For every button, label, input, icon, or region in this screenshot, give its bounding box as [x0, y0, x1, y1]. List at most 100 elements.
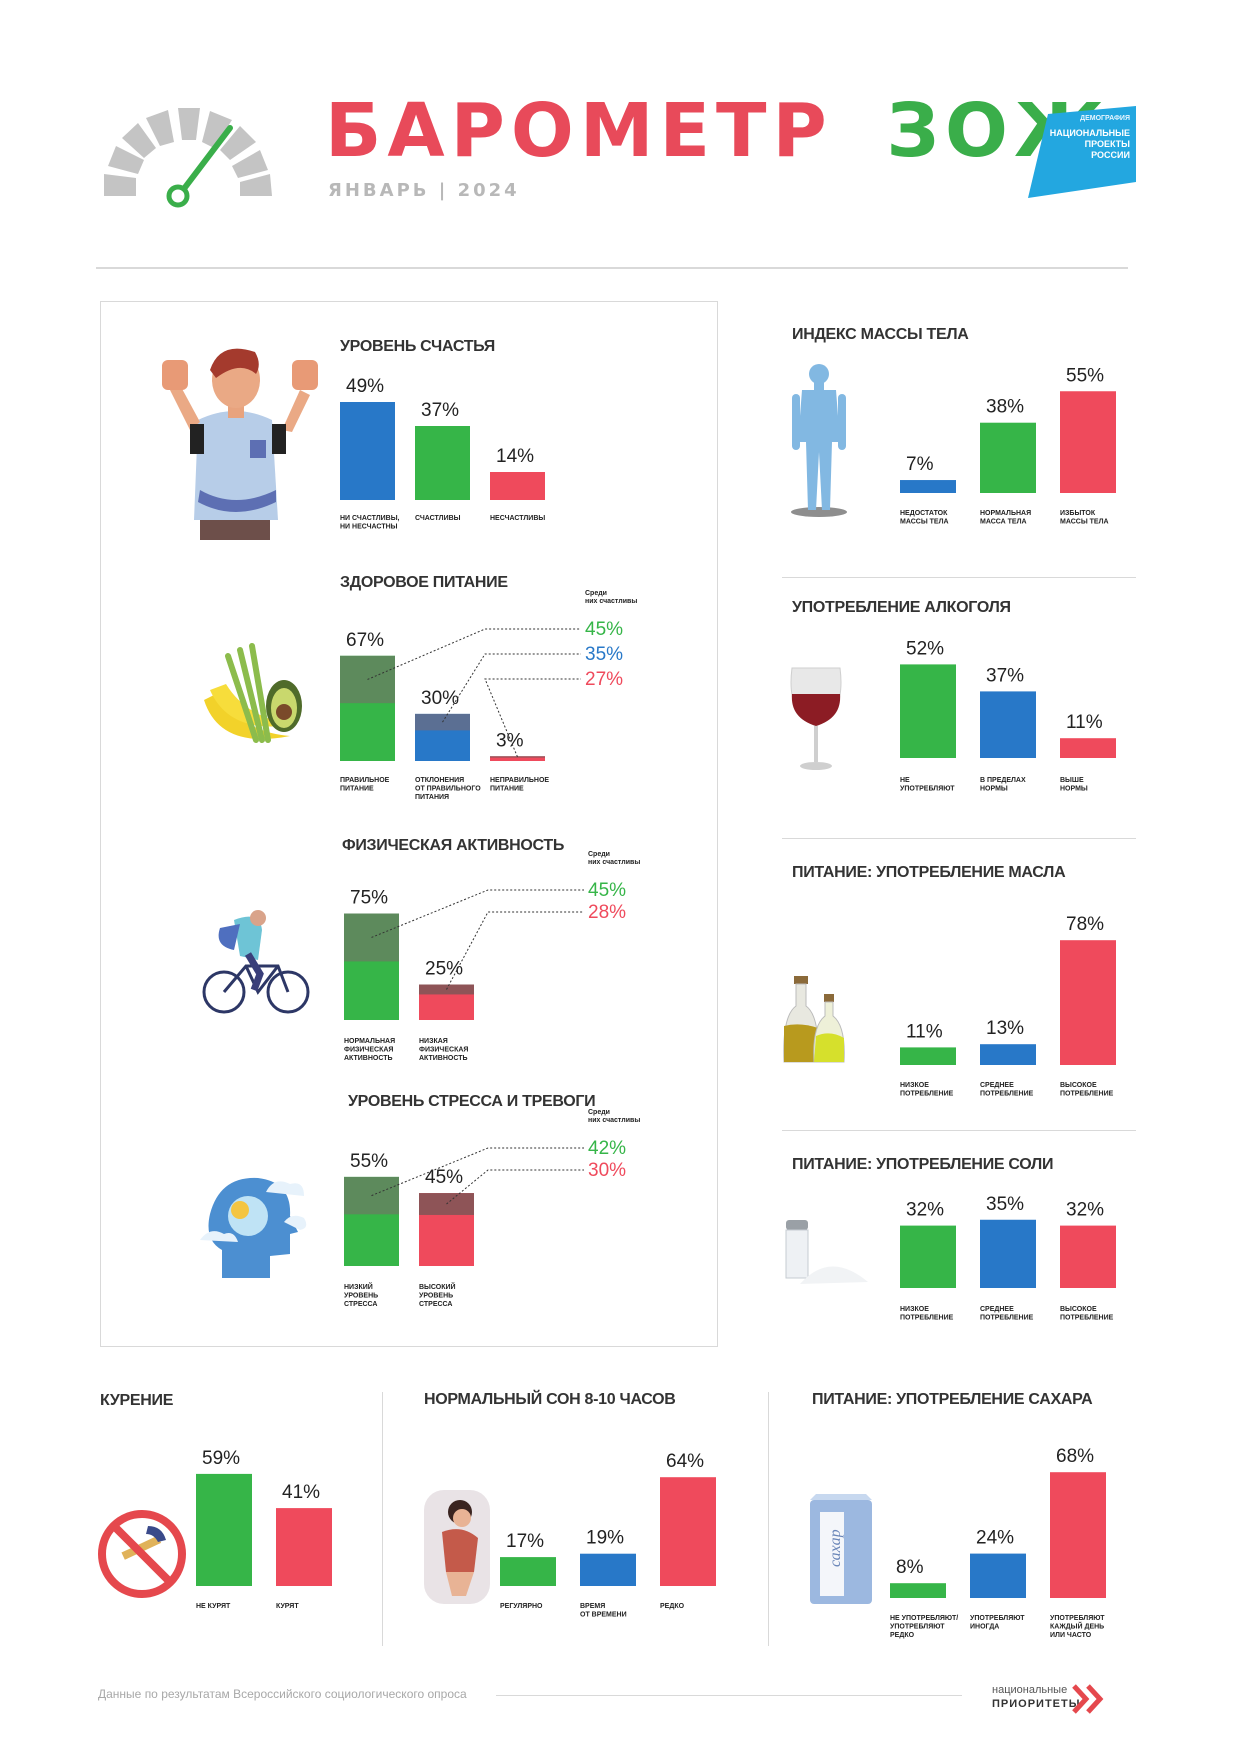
section-title-salt: ПИТАНИЕ: УПОТРЕБЛЕНИЕ СОЛИ [792, 1156, 1054, 1173]
value-label-activity-1: 75% [350, 888, 388, 909]
category-label-alcohol-2-2: НОРМЫ [980, 786, 1008, 793]
salt-chart: 32% НИЗКОЕ ПОТРЕБЛЕНИЕ 35% СРЕДНЕЕ ПОТРЕБЛЕНИ… [900, 1194, 1116, 1322]
bar-bmi-1 [900, 480, 956, 493]
category-label-sleep-1-1: РЕГУЛЯРНО [500, 1603, 543, 1610]
value-label-sleep-2: 19% [586, 1528, 624, 1549]
footer-divider [496, 1695, 962, 1696]
value-label-sugar-1: 8% [896, 1557, 924, 1578]
happy-share-label-activity-2: 28% [588, 902, 626, 923]
oil-bottles-icon [780, 976, 850, 1066]
category-label-bmi-1-2: МАССЫ ТЕЛА [900, 519, 949, 526]
category-label-happiness-2-1: СЧАСТЛИВЫ [415, 515, 461, 522]
category-label-sugar-3-2: КАЖДЫЙ ДЕНЬ [1050, 1622, 1104, 1631]
bar-alcohol-3 [1060, 738, 1116, 758]
category-label-salt-2-2: ПОТРЕБЛЕНИЕ [980, 1315, 1034, 1322]
bar-happiness-3 [490, 472, 545, 500]
category-label-alcohol-3-2: НОРМЫ [1060, 786, 1088, 793]
bar-nutrition-3 [490, 756, 545, 761]
category-label-activity-2-3: АКТИВНОСТЬ [419, 1055, 468, 1062]
bar-happiness-1 [340, 402, 395, 500]
category-label-salt-1-2: ПОТРЕБЛЕНИЕ [900, 1315, 954, 1322]
category-label-alcohol-1-2: УПОТРЕБЛЯЮТ [900, 786, 955, 793]
bar-salt-1 [900, 1225, 956, 1288]
bar-happy-segment-nutrition-2 [415, 713, 470, 731]
category-label-sugar-3-3: ИЛИ ЧАСТО [1050, 1632, 1092, 1639]
callout-title-stress-2: них счастливы [588, 1117, 640, 1124]
value-label-stress-1: 55% [350, 1151, 388, 1172]
bar-alcohol-2 [980, 691, 1036, 758]
logo-line-projects: ПРОЕКТЫ [1084, 139, 1130, 149]
human-body-icon [786, 362, 852, 518]
callout-leader-activity-2 [446, 911, 584, 990]
category-label-stress-1-2: УРОВЕНЬ [344, 1293, 378, 1300]
value-label-bmi-3: 55% [1066, 365, 1104, 386]
category-label-smoking-1-1: НЕ КУРЯТ [196, 1603, 231, 1610]
category-label-bmi-2-2: МАССА ТЕЛА [980, 519, 1027, 526]
title-part-barometer: БАРОМЕТР [325, 88, 833, 174]
bar-sleep-3 [660, 1477, 716, 1586]
bar-salt-3 [1060, 1225, 1116, 1288]
happiness-panel [100, 301, 718, 1347]
section-title-happiness: УРОВЕНЬ СЧАСТЬЯ [340, 338, 495, 355]
callout-title-activity-1: Среди [588, 851, 610, 858]
sleep-chart: 17% РЕГУЛЯРНО 19% ВРЕМЯ ОТ ВРЕМЕНИ 64% РЕДКО [500, 1451, 716, 1619]
alcohol-chart: 52% НЕ УПОТРЕБЛЯЮТ 37% В ПРЕДЕЛАХ НОРМЫ 11% ВЫШ… [900, 638, 1116, 793]
happy-share-label-stress-2: 30% [588, 1160, 626, 1181]
man-thumbs-up-icon [160, 340, 330, 540]
category-label-oil-3-2: ПОТРЕБЛЕНИЕ [1060, 1091, 1114, 1098]
category-label-oil-1-2: ПОТРЕБЛЕНИЕ [900, 1091, 954, 1098]
priorities-arrows-icon [1072, 1684, 1104, 1714]
category-label-oil-2-2: ПОТРЕБЛЕНИЕ [980, 1091, 1034, 1098]
wine-glass-icon [788, 664, 844, 772]
callout-title-activity-2: них счастливы [588, 859, 640, 866]
no-smoking-icon [96, 1508, 188, 1600]
bar-sleep-2 [580, 1553, 636, 1586]
value-label-activity-2: 25% [425, 959, 463, 980]
category-label-nutrition-1-2: ПИТАНИЕ [340, 786, 374, 793]
bmi-chart: 7% НЕДОСТАТОК МАССЫ ТЕЛА 38% НОРМАЛЬНАЯ МАССА… [900, 365, 1116, 526]
bar-oil-2 [980, 1044, 1036, 1065]
sugar-pack-icon: сахар [806, 1494, 876, 1608]
category-label-salt-2-1: СРЕДНЕЕ [980, 1306, 1014, 1313]
category-label-activity-2-2: ФИЗИЧЕСКАЯ [419, 1047, 468, 1054]
category-label-happiness-1-2: НИ НЕСЧАСТНЫ [340, 524, 398, 531]
callout-title-nutrition-1: Среди [585, 590, 607, 597]
category-label-nutrition-2-1: ОТКЛОНЕНИЯ [415, 777, 464, 784]
happy-share-label-nutrition-1: 45% [585, 619, 623, 640]
value-label-sugar-3: 68% [1056, 1446, 1094, 1467]
value-label-oil-2: 13% [986, 1018, 1024, 1039]
bar-happy-segment-stress-1 [344, 1176, 399, 1215]
bar-bmi-3 [1060, 391, 1116, 493]
bar-sugar-1 [890, 1583, 946, 1598]
happy-share-label-activity-1: 45% [588, 880, 626, 901]
divider-smoking-sleep [382, 1392, 383, 1646]
category-label-activity-2-1: НИЗКАЯ [419, 1038, 448, 1045]
logo-line-russia: РОССИИ [1091, 150, 1130, 160]
category-label-sugar-3-1: УПОТРЕБЛЯЮТ [1050, 1615, 1105, 1622]
bar-sugar-3 [1050, 1472, 1106, 1598]
speedometer-icon [98, 108, 278, 213]
value-label-stress-2: 45% [425, 1167, 463, 1188]
value-label-smoking-2: 41% [282, 1482, 320, 1503]
bar-smoking-2 [276, 1508, 332, 1586]
footer-source: Данные по результатам Всероссийского соц… [98, 1687, 467, 1701]
category-label-activity-1-1: НОРМАЛЬНАЯ [344, 1038, 395, 1045]
value-label-nutrition-3: 3% [496, 730, 524, 751]
category-label-bmi-3-1: ИЗБЫТОК [1060, 510, 1096, 517]
category-label-bmi-3-2: МАССЫ ТЕЛА [1060, 519, 1109, 526]
category-label-sugar-1-3: РЕДКО [890, 1632, 915, 1639]
logo-line-national: НАЦИОНАЛЬНЫЕ [1049, 128, 1130, 138]
category-label-oil-2-1: СРЕДНЕЕ [980, 1082, 1014, 1089]
category-label-alcohol-3-1: ВЫШЕ [1060, 777, 1084, 784]
bar-oil-1 [900, 1047, 956, 1065]
category-label-nutrition-3-2: ПИТАНИЕ [490, 786, 524, 793]
bar-happiness-2 [415, 426, 470, 500]
callout-title-stress-1: Среди [588, 1109, 610, 1116]
sugar-pack-label: сахар [827, 1529, 844, 1567]
category-label-stress-1-1: НИЗКИЙ [344, 1282, 373, 1291]
divider-alcohol-oil [782, 838, 1136, 839]
smoking-chart: 59% НЕ КУРЯТ 41% КУРЯТ [196, 1448, 332, 1610]
category-label-happiness-1-1: НИ СЧАСТЛИВЫ, [340, 515, 400, 522]
value-label-nutrition-1: 67% [346, 630, 384, 651]
